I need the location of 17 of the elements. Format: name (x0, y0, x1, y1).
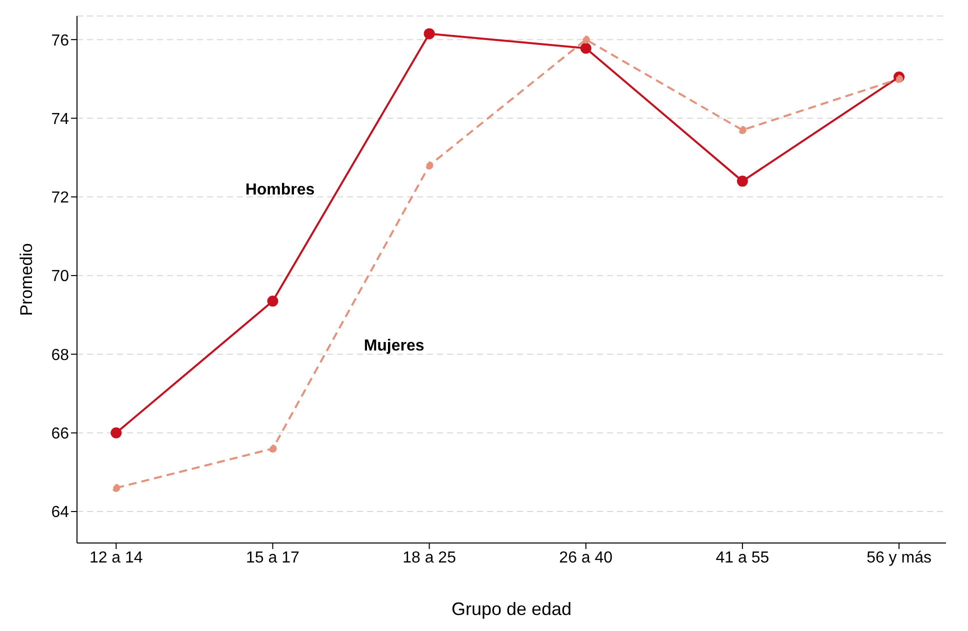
x-tick-label: 18 a 25 (402, 549, 456, 566)
y-axis-title: Promedio (17, 243, 36, 316)
x-tick-label: 26 a 40 (559, 549, 613, 566)
y-tick-label: 66 (51, 426, 70, 443)
y-tick-label: 68 (51, 346, 70, 364)
x-tick-label: 41 a 55 (716, 549, 770, 566)
y-tick-label: 76 (51, 32, 70, 50)
y-tick-label: 64 (51, 504, 70, 522)
series-label: Mujeres (364, 337, 424, 354)
x-tick-label: 56 y más (866, 549, 932, 566)
series-label: Hombres (245, 181, 315, 198)
y-tick-label: 72 (51, 190, 70, 207)
x-tick-label: 12 a 14 (89, 549, 143, 566)
y-tick-label: 70 (51, 268, 70, 286)
x-tick-label: 15 a 17 (246, 549, 300, 566)
y-tick-label: 74 (51, 110, 70, 128)
x-axis-title: Grupo de edad (451, 599, 572, 619)
